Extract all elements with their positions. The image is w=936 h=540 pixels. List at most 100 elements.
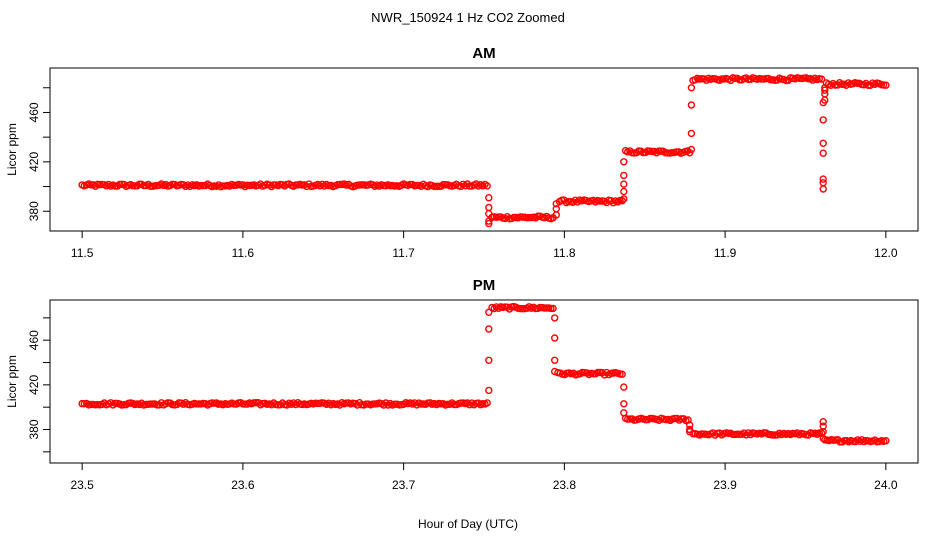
x-tick-label: 23.8 <box>553 478 577 492</box>
data-point <box>551 367 559 376</box>
plot-frame-am <box>49 67 919 232</box>
data-point <box>819 185 827 193</box>
data-point <box>620 180 628 188</box>
data-point <box>866 81 875 90</box>
data-point <box>485 356 493 364</box>
panel-title-am: AM <box>472 45 495 62</box>
data-point <box>594 368 602 377</box>
data-point <box>435 182 443 191</box>
data-point <box>552 200 560 208</box>
data-point <box>485 325 493 333</box>
data-point <box>709 429 717 437</box>
panel-title-pm: PM <box>473 277 496 294</box>
points-pm <box>78 302 890 446</box>
data-point <box>836 438 844 446</box>
data-point <box>618 370 626 378</box>
x-tick-label: 11.7 <box>392 246 415 260</box>
data-point <box>620 400 628 408</box>
data-point <box>672 148 681 156</box>
data-point <box>417 400 425 408</box>
data-point <box>148 400 157 408</box>
data-point <box>483 399 491 407</box>
data-point <box>686 425 694 434</box>
data-point <box>819 418 827 426</box>
data-point <box>551 314 559 322</box>
data-point <box>724 429 733 437</box>
panel-am: AM Licor ppm 11.5 11.6 11.7 11.8 11.9 12.0 380 42… <box>5 45 919 260</box>
y-tick-label: 380 <box>27 419 41 439</box>
x-tick-label: 23.7 <box>392 478 416 492</box>
data-point <box>646 414 654 423</box>
data-point <box>413 181 421 190</box>
figure-title: NWR_150924 1 Hz CO2 Zoomed <box>371 10 565 25</box>
data-point <box>620 195 628 203</box>
x-tick-label: 11.6 <box>232 246 255 260</box>
x-tick-label: 23.6 <box>231 478 255 492</box>
x-axis-label: Hour of Day (UTC) <box>418 517 518 531</box>
data-point <box>819 175 827 183</box>
data-point <box>551 356 559 364</box>
data-point <box>620 409 628 417</box>
x-tick-label: 11.9 <box>714 246 737 260</box>
data-point <box>853 79 861 88</box>
y-tick-label: 420 <box>27 152 41 172</box>
data-point <box>483 182 491 190</box>
plot-frame-pm <box>49 299 919 464</box>
x-tick-label: 11.5 <box>71 246 94 260</box>
y-axis-label-am: Licor ppm <box>5 123 19 176</box>
data-point <box>687 84 696 92</box>
data-point <box>686 421 694 429</box>
data-point <box>485 193 493 202</box>
data-point <box>485 203 493 212</box>
y-tick-label: 460 <box>27 102 41 122</box>
data-point <box>485 219 493 228</box>
data-point <box>819 116 827 124</box>
x-tick-label: 12.0 <box>874 246 898 260</box>
data-point <box>596 197 604 205</box>
data-point <box>821 86 829 94</box>
data-point <box>620 187 628 196</box>
data-point <box>485 308 493 316</box>
data-point <box>819 149 827 157</box>
data-point <box>620 383 628 391</box>
data-point <box>485 209 493 218</box>
data-point <box>197 181 205 190</box>
data-point <box>547 304 555 313</box>
data-point <box>817 75 826 83</box>
x-tick-label: 23.5 <box>70 478 94 492</box>
data-point <box>819 139 827 148</box>
y-tick-label: 460 <box>27 330 41 350</box>
data-point <box>551 334 559 342</box>
data-point <box>432 182 441 191</box>
data-point <box>686 428 694 436</box>
data-point <box>882 437 890 445</box>
data-point <box>485 386 493 395</box>
data-point <box>731 74 739 83</box>
data-point <box>549 304 557 313</box>
y-tick-label: 380 <box>27 201 41 221</box>
y-tick-label: 420 <box>27 375 41 395</box>
data-point <box>494 213 503 221</box>
panel-pm: PM Licor ppm 23.5 23.6 23.7 23.8 23.9 24.0 380 42… <box>5 277 919 492</box>
data-point <box>677 415 686 423</box>
data-point <box>534 212 542 220</box>
data-point <box>882 81 890 89</box>
data-point <box>655 147 663 155</box>
data-point <box>819 434 827 443</box>
data-point <box>687 129 696 138</box>
data-point <box>485 217 493 225</box>
data-point <box>552 205 560 213</box>
data-point <box>687 101 696 109</box>
data-point <box>626 415 634 423</box>
data-point <box>620 171 628 180</box>
data-point <box>687 145 696 154</box>
x-tick-label: 24.0 <box>874 478 898 492</box>
x-tick-label: 23.9 <box>713 478 737 492</box>
data-point <box>618 196 626 205</box>
data-point <box>620 158 628 166</box>
chart-panels: AM Licor ppm 11.5 11.6 11.7 11.8 11.9 12.0 380 42… <box>5 45 919 492</box>
points-am <box>78 74 890 228</box>
data-point <box>769 431 777 439</box>
y-axis-label-pm: Licor ppm <box>5 355 19 408</box>
